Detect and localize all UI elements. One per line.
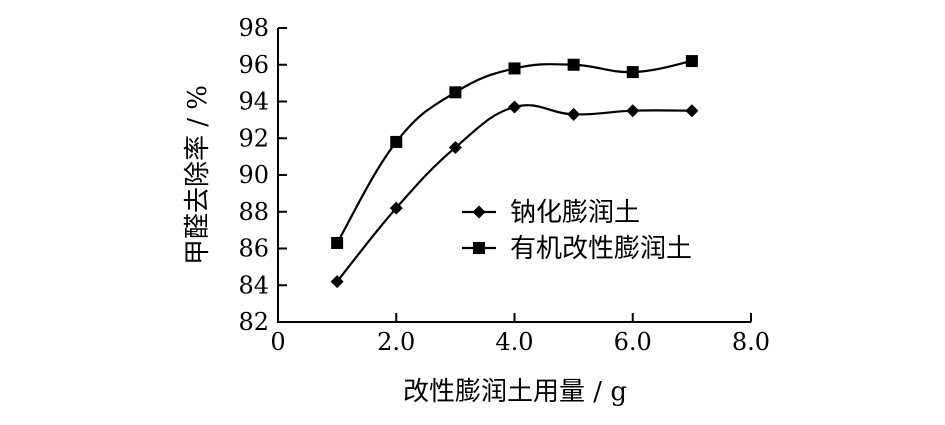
x-tick-label: 6.0 [614,328,652,356]
axes: 82 84 86 88 90 92 94 96 98 0 2.0 4.0 6.0 8.0 [238,14,770,356]
legend-entry: 有机改性膨润土 [462,234,692,264]
x-axis-label: 改性膨润土用量 / g [403,377,627,407]
data-point [390,135,403,148]
data-point [331,236,344,249]
x-tick-label: 8.0 [732,328,770,356]
x-tick-label: 0 [270,328,285,356]
y-tick-label: 92 [238,124,269,152]
data-point [626,66,639,79]
data-point [567,107,581,121]
legend-label: 钠化膨润土 [510,198,640,228]
data-point [567,58,580,71]
x-tick-label: 2.0 [377,328,415,356]
y-tick-label: 98 [238,14,269,42]
data-point [685,104,699,118]
legend-label: 有机改性膨润土 [510,234,692,264]
y-tick-label: 82 [238,308,269,336]
series-layer [330,55,699,289]
y-tick-label: 84 [238,271,269,299]
data-point [685,55,698,68]
data-point [449,86,462,99]
legend-marker [472,205,486,219]
legend-marker [473,242,485,254]
y-axis-label: 甲醛去除率 / % [183,85,213,265]
data-point [389,201,403,215]
y-tick-label: 86 [238,235,269,263]
data-point [330,275,344,289]
series-sodium-bentonite [330,100,699,289]
legend-entry: 钠化膨润土 [462,198,640,228]
series-organic-bentonite [331,55,698,249]
x-tick-label: 4.0 [495,328,533,356]
y-tick-label: 96 [238,51,269,79]
y-tick-label: 94 [238,88,269,116]
y-tick-label: 90 [238,161,269,189]
data-point [626,104,640,118]
y-tick-label: 88 [238,198,269,226]
data-point [508,62,521,75]
data-point [508,100,521,114]
data-point [448,140,462,154]
